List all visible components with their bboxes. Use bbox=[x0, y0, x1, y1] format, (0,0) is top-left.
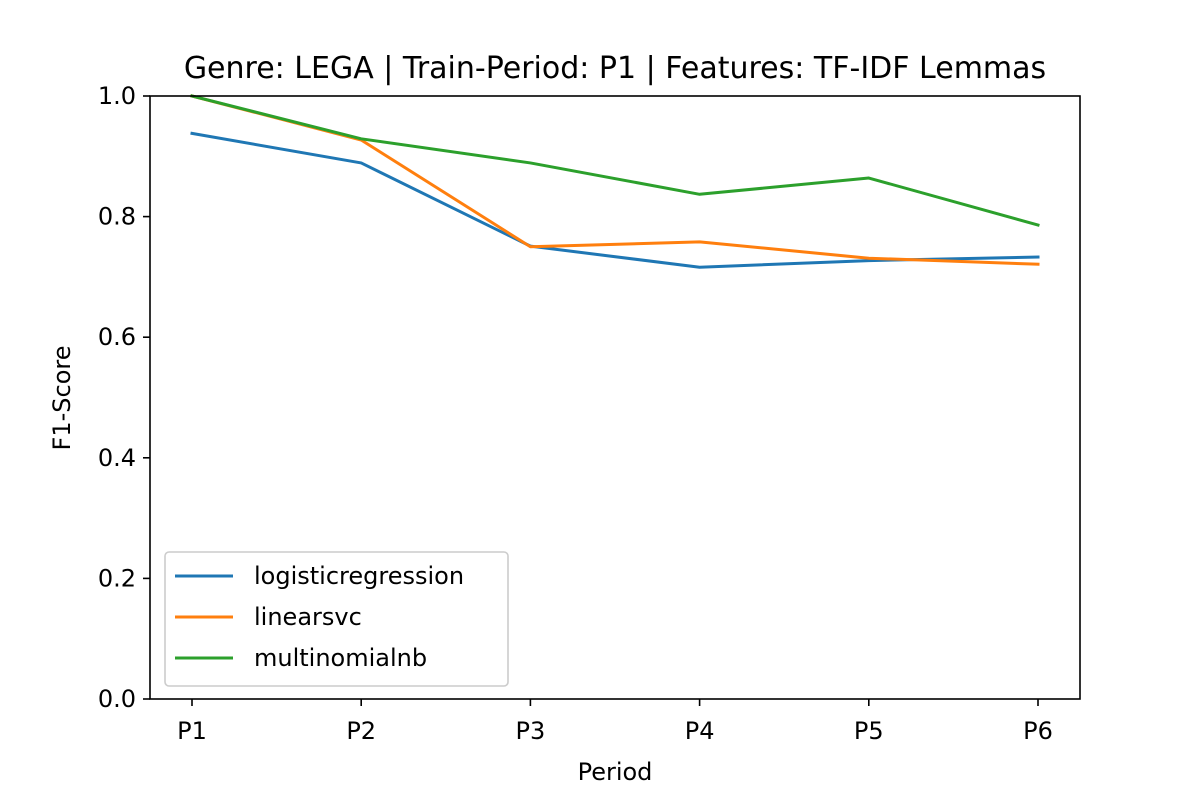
x-axis-label: Period bbox=[578, 758, 653, 786]
series-lines bbox=[190, 94, 1040, 269]
axis-ticks: 0.0 0.2 0.4 0.6 0.8 1.0 P1 P2 P3 P4 P5 P6 bbox=[98, 82, 1053, 745]
y-tick-label: 0.6 bbox=[98, 323, 136, 351]
legend: logisticregression linearsvc multinomialnb bbox=[164, 551, 509, 687]
legend-label-multinomialnb: multinomialnb bbox=[254, 644, 427, 672]
y-tick-label: 1.0 bbox=[98, 82, 136, 110]
y-tick-label: 0.4 bbox=[98, 444, 136, 472]
y-tick-label: 0.8 bbox=[98, 203, 136, 231]
x-tick-label: P5 bbox=[854, 717, 884, 745]
x-tick-label: P1 bbox=[177, 717, 207, 745]
x-tick-label: P2 bbox=[346, 717, 376, 745]
chart-title: Genre: LEGA | Train-Period: P1 | Feature… bbox=[184, 51, 1046, 86]
plot-frame bbox=[149, 95, 1081, 700]
x-tick-label: P3 bbox=[516, 717, 546, 745]
series-line-multinomialnb bbox=[190, 94, 1040, 227]
legend-box bbox=[164, 551, 509, 687]
y-tick-label: 0.2 bbox=[98, 564, 136, 592]
x-tick-label: P6 bbox=[1023, 717, 1053, 745]
legend-label-linearsvc: linearsvc bbox=[254, 603, 362, 631]
y-tick-label: 0.0 bbox=[98, 685, 136, 713]
legend-label-logisticregression: logisticregression bbox=[254, 562, 464, 590]
y-axis-label: F1-Score bbox=[48, 346, 76, 451]
x-tick-label: P4 bbox=[685, 717, 715, 745]
